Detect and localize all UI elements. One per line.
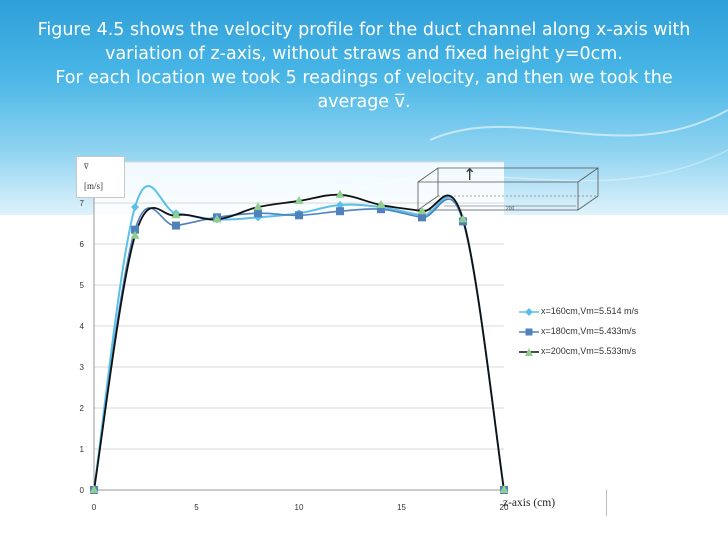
series-2-point-0 bbox=[89, 485, 99, 493]
slide-title: Figure 4.5 shows the velocity profile fo… bbox=[20, 18, 708, 114]
series-2-point-8 bbox=[417, 206, 427, 215]
y-tick-labels: 0 1 2 3 4 5 6 7 bbox=[80, 199, 85, 495]
y-tick-7: 7 bbox=[80, 199, 85, 208]
series-2-point-10 bbox=[499, 485, 509, 493]
y-tick-3: 3 bbox=[80, 363, 85, 372]
y-tick-6: 6 bbox=[80, 240, 85, 249]
x-tick-10: 10 bbox=[295, 503, 304, 512]
y-tick-0: 0 bbox=[80, 486, 85, 495]
series-2-point-4 bbox=[253, 202, 263, 211]
separator-line bbox=[606, 490, 607, 516]
series-2-point-9 bbox=[458, 214, 468, 223]
series-1-point-8 bbox=[418, 213, 426, 222]
x-tick-labels: 0 5 10 15 20 bbox=[92, 503, 509, 512]
y-axis-label: v̅ [m/s] bbox=[76, 156, 125, 198]
duct-dimension-label: 200 bbox=[506, 206, 515, 212]
series-2-point-5 bbox=[294, 195, 304, 204]
series-2-point-7 bbox=[376, 200, 386, 209]
series-1-point-7 bbox=[377, 205, 385, 214]
legend-label-180: x=180cm,Vm=5.433m/s bbox=[541, 326, 637, 336]
series-1-point-5 bbox=[295, 211, 303, 220]
y-tick-5: 5 bbox=[80, 281, 85, 290]
legend-label-160: x=160cm,Vm=5.514 m/s bbox=[541, 306, 639, 316]
x-tick-20: 20 bbox=[500, 503, 509, 512]
x-tick-5: 5 bbox=[194, 503, 199, 512]
series-2-point-6 bbox=[335, 189, 345, 198]
series-2-point-2 bbox=[171, 210, 181, 219]
y-axis-symbol: v̅ bbox=[84, 161, 89, 171]
series-1-point-2 bbox=[172, 221, 180, 230]
series-0-point-1 bbox=[131, 203, 139, 212]
series-markers bbox=[89, 189, 509, 494]
y-tick-2: 2 bbox=[80, 404, 85, 413]
series-0-point-6 bbox=[336, 201, 344, 210]
y-tick-4: 4 bbox=[80, 322, 85, 331]
duct-flow-arrow: ↑ bbox=[463, 165, 476, 184]
title-line-3: For each location we took 5 readings of … bbox=[55, 68, 673, 88]
title-line-4: average v̅. bbox=[317, 92, 411, 112]
title-line-1: Figure 4.5 shows the velocity profile fo… bbox=[37, 20, 691, 40]
series-1-point-1 bbox=[131, 225, 139, 234]
series-2-point-3 bbox=[212, 214, 222, 223]
banner-swoosh bbox=[429, 109, 728, 141]
duct-sketch: 200 ↑ bbox=[417, 165, 599, 212]
series-1-point-4 bbox=[254, 209, 262, 218]
series-2-point-1 bbox=[130, 230, 140, 239]
y-axis-unit: [m/s] bbox=[84, 181, 103, 191]
legend-label-200: x=200cm,Vm=5.533m/s bbox=[541, 346, 637, 356]
title-line-2: variation of z-axis, without straws and … bbox=[105, 44, 623, 64]
x-axis-label: z-axis (cm) bbox=[503, 497, 556, 509]
duct-end-face bbox=[577, 167, 599, 211]
x-tick-15: 15 bbox=[397, 503, 406, 512]
x-tick-0: 0 bbox=[92, 503, 97, 512]
y-tick-1: 1 bbox=[80, 445, 85, 454]
series-1-point-6 bbox=[336, 207, 344, 216]
